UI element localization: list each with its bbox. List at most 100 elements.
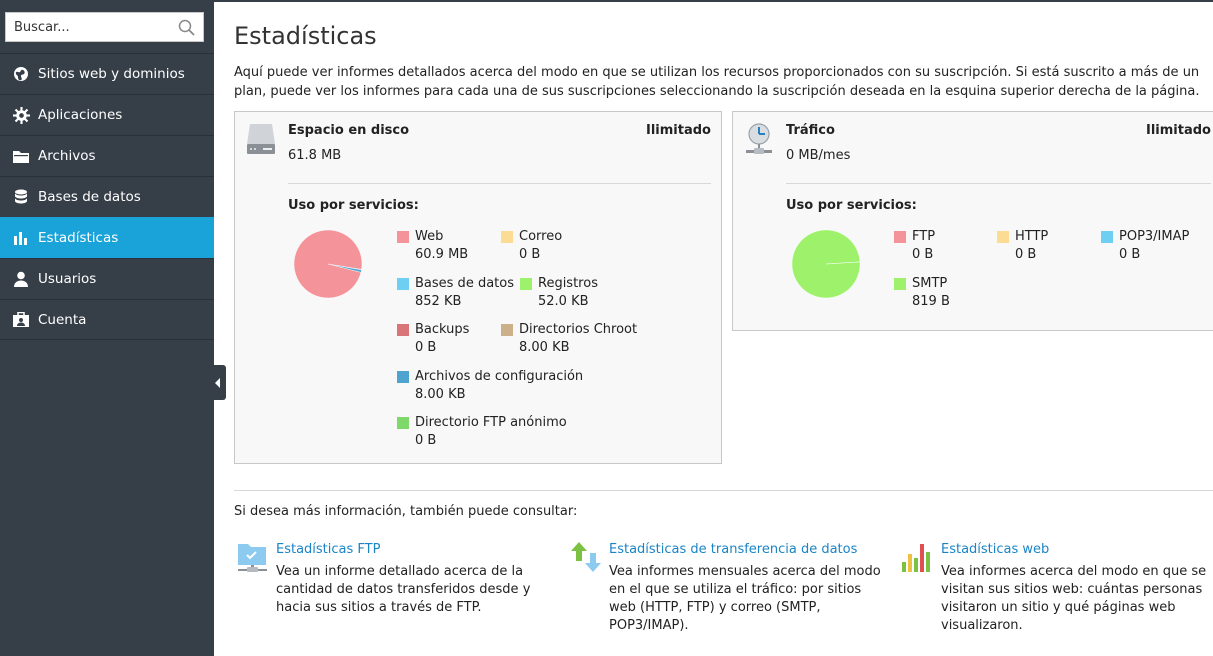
- more-info-text: Si desea más información, también puede …: [234, 504, 578, 519]
- legend-value: 60.9 MB: [415, 247, 469, 262]
- search-input[interactable]: Buscar...: [5, 12, 204, 42]
- legend-item-directorios-chroot: Directorios Chroot 8.00 KB: [501, 321, 637, 357]
- legend-value: 0 B: [912, 247, 934, 262]
- sidebar-item-archivos[interactable]: Archivos: [0, 135, 214, 176]
- traffic-value: 0 MB/mes: [786, 148, 851, 163]
- sidebar-item-label: Archivos: [38, 148, 96, 164]
- web-stats-chart-icon: [902, 544, 930, 572]
- traffic-pie-chart: [791, 229, 861, 299]
- legend-item-pop3-imap: POP3/IMAP 0 B: [1101, 228, 1189, 264]
- folder-icon: [12, 147, 30, 165]
- divider: [786, 183, 1211, 184]
- legend-item-bases-de-datos: Bases de datos 852 KB: [397, 275, 514, 311]
- traffic-title: Tráfico: [786, 123, 835, 138]
- disk-space-panel: Espacio en disco Ilimitado 61.8 MB Uso p…: [234, 111, 722, 464]
- traffic-usage-label: Uso por servicios:: [786, 198, 917, 213]
- sidebar: Buscar... Sitios web y dominios Aplicaci…: [0, 0, 214, 656]
- legend-swatch: [397, 278, 409, 290]
- legend-label: Directorio FTP anónimo: [415, 415, 567, 430]
- legend-label: Web: [415, 229, 444, 244]
- legend-item-directorio-ftp-anonimo: Directorio FTP anónimo 0 B: [397, 414, 567, 450]
- traffic-limit: Ilimitado: [1146, 123, 1211, 138]
- legend-swatch: [397, 417, 409, 429]
- pie-slice-web: [293, 229, 363, 299]
- legend-item-registros: Registros 52.0 KB: [520, 275, 598, 311]
- pie-slice-smtp: [791, 229, 861, 299]
- sidebar-collapse-button[interactable]: [210, 365, 226, 400]
- top-border: [214, 0, 1213, 2]
- traffic-panel: Tráfico Ilimitado 0 MB/mes Uso por servi…: [732, 111, 1213, 331]
- search-placeholder: Buscar...: [14, 20, 70, 35]
- web-stats-link[interactable]: Estadísticas web: [941, 542, 1050, 557]
- hard-drive-icon: [247, 124, 275, 154]
- ftp-stats-icon: [238, 544, 267, 572]
- sidebar-nav: Sitios web y dominios Aplicaciones Archi…: [0, 53, 214, 340]
- legend-value: 0 B: [1119, 247, 1141, 262]
- traffic-clock-icon: [746, 123, 772, 154]
- sidebar-item-label: Bases de datos: [38, 189, 141, 205]
- legend-item-http: HTTP 0 B: [997, 228, 1048, 264]
- legend-label: POP3/IMAP: [1119, 229, 1190, 244]
- legend-swatch: [501, 231, 513, 243]
- disk-pie-chart: [293, 229, 363, 299]
- legend-value: 0 B: [415, 433, 437, 448]
- search-icon[interactable]: [177, 18, 197, 38]
- transfer-stats-link[interactable]: Estadísticas de transferencia de datos: [609, 542, 858, 557]
- sidebar-item-aplicaciones[interactable]: Aplicaciones: [0, 94, 214, 135]
- sidebar-item-label: Sitios web y dominios: [38, 66, 185, 82]
- legend-label: Correo: [519, 229, 563, 244]
- legend-label: Registros: [538, 276, 598, 291]
- legend-label: Directorios Chroot: [519, 322, 638, 337]
- globe-icon: [12, 65, 30, 83]
- chevron-left-icon: [215, 377, 220, 388]
- legend-label: SMTP: [912, 276, 948, 291]
- disk-usage-label: Uso por servicios:: [288, 198, 419, 213]
- legend-item-smtp: SMTP 819 B: [894, 275, 950, 311]
- bar-chart-icon: [12, 229, 30, 247]
- sidebar-item-usuarios[interactable]: Usuarios: [0, 258, 214, 299]
- legend-value: 819 B: [912, 294, 950, 309]
- transfer-stats-description: Vea informes mensuales acerca del modo e…: [609, 564, 881, 633]
- legend-item-ftp: FTP 0 B: [894, 228, 935, 264]
- legend-value: 0 B: [415, 340, 437, 355]
- divider: [288, 183, 711, 184]
- legend-label: FTP: [912, 229, 936, 244]
- sidebar-item-label: Usuarios: [38, 271, 97, 287]
- sidebar-item-bases-de-datos[interactable]: Bases de datos: [0, 176, 214, 217]
- ftp-stats-link[interactable]: Estadísticas FTP: [276, 542, 381, 557]
- divider: [234, 490, 1213, 491]
- legend-swatch: [397, 371, 409, 383]
- legend-item-web: Web 60.9 MB: [397, 228, 468, 264]
- legend-value: 0 B: [1015, 247, 1037, 262]
- gear-icon: [12, 106, 30, 124]
- page-intro: Aquí puede ver informes detallados acerc…: [234, 65, 1200, 99]
- ftp-stats-description: Vea un informe detallado acerca de la ca…: [276, 564, 531, 615]
- legend-swatch: [894, 278, 906, 290]
- disk-limit: Ilimitado: [646, 123, 711, 138]
- page-title: Estadísticas: [234, 22, 377, 50]
- legend-value: 852 KB: [415, 294, 462, 309]
- legend-item-correo: Correo 0 B: [501, 228, 562, 264]
- legend-swatch: [894, 231, 906, 243]
- account-card-icon: [12, 311, 30, 329]
- legend-label: Bases de datos: [415, 276, 514, 291]
- user-icon: [12, 270, 30, 288]
- sidebar-item-sitios-web[interactable]: Sitios web y dominios: [0, 53, 214, 94]
- sidebar-item-cuenta[interactable]: Cuenta: [0, 299, 214, 340]
- legend-value: 52.0 KB: [538, 294, 589, 309]
- legend-label: HTTP: [1015, 229, 1049, 244]
- legend-value: 0 B: [519, 247, 541, 262]
- legend-swatch: [501, 324, 513, 336]
- transfer-arrows-icon: [571, 542, 601, 572]
- legend-label: Backups: [415, 322, 470, 337]
- legend-swatch: [1101, 231, 1113, 243]
- sidebar-item-estadisticas[interactable]: Estadísticas: [0, 217, 214, 258]
- sidebar-item-label: Aplicaciones: [38, 107, 123, 123]
- legend-label: Archivos de configuración: [415, 369, 584, 384]
- legend-swatch: [397, 231, 409, 243]
- legend-swatch: [520, 278, 532, 290]
- legend-value: 8.00 KB: [519, 340, 570, 355]
- sidebar-item-label: Estadísticas: [38, 230, 119, 246]
- legend-item-archivos-configuracion: Archivos de configuración 8.00 KB: [397, 368, 583, 404]
- database-icon: [12, 188, 30, 206]
